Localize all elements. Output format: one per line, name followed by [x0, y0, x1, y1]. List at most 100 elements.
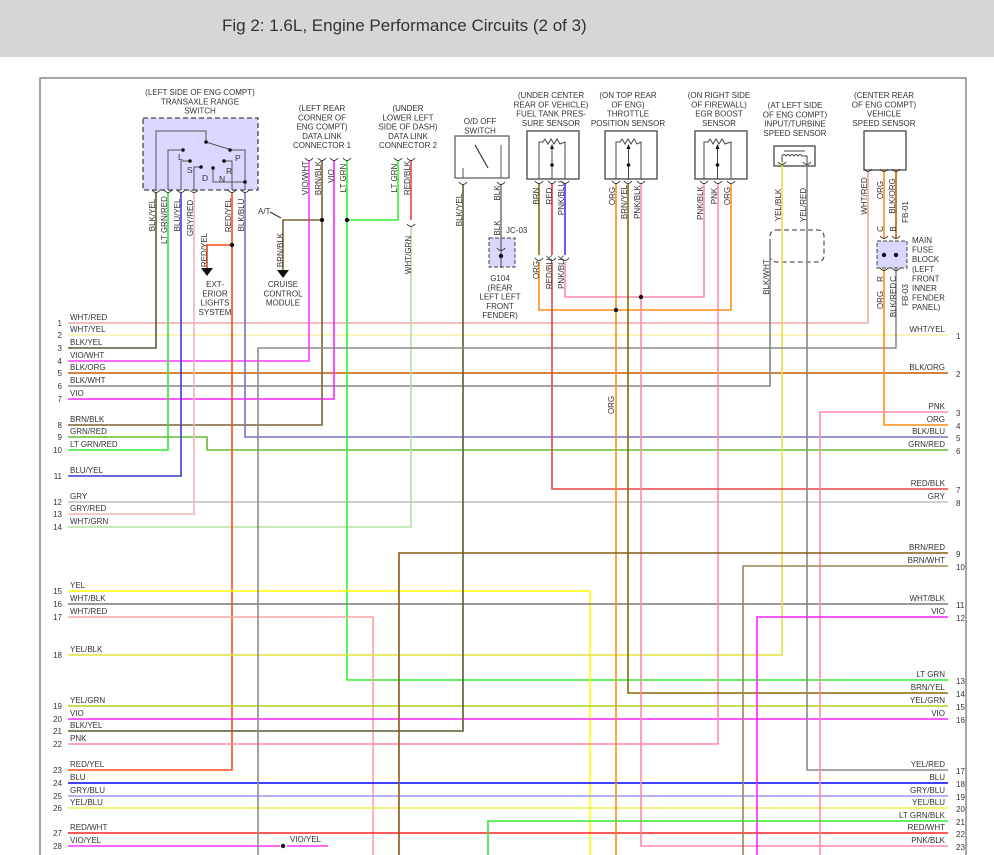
wire-label: PNK/BLU: [557, 181, 566, 215]
left-circuit-number: 3: [58, 344, 63, 353]
wire-yel-red: [806, 162, 948, 771]
right-circuit-number: 3: [956, 409, 961, 418]
right-circuit-label: ORG: [927, 415, 945, 424]
switch-terminal: [211, 166, 215, 170]
connector-pin-icon: [879, 267, 889, 271]
wire-brn-blk: [282, 219, 322, 270]
egr-boost-sensor-label: OF FIREWALL): [691, 100, 747, 109]
wire-label: FB-01: [901, 201, 910, 223]
connector-pin-icon: [547, 257, 557, 261]
data-link-connector-2-label: DATA LINK: [388, 132, 428, 141]
wire-label: ORG: [723, 187, 732, 205]
wire-label: RED/BLK: [403, 160, 412, 195]
main-fuse-block-label: FRONT: [912, 274, 940, 283]
right-circuit-number: 14: [956, 690, 965, 699]
wire-label: PNK/BLK: [633, 184, 642, 218]
right-circuit-label: BLU: [929, 773, 945, 782]
left-circuit-number: 13: [53, 510, 62, 519]
switch-contact: [193, 166, 201, 190]
connector-pin-icon: [891, 267, 901, 271]
wire-label: BLK/WHT: [762, 259, 771, 295]
main-fuse-block-label: BLOCK: [912, 255, 940, 264]
inline-label: A/T: [258, 207, 271, 216]
egr-boost-sensor-label: (ON RIGHT SIDE: [688, 91, 751, 100]
inline-label: VIO/YEL: [290, 835, 322, 844]
data-link-connector-2-label: (UNDER: [392, 104, 423, 113]
throttle-position-sensor-label: OF ENG): [611, 100, 645, 109]
left-circuit-label: GRY/RED: [70, 504, 107, 513]
fuel-tank-pressure-sensor-label: REAR OF VEHICLE): [514, 100, 589, 109]
switch-terminal: [181, 148, 185, 152]
throttle-position-sensor-label: (ON TOP REAR: [599, 91, 657, 100]
switch-position-label: S: [187, 165, 193, 175]
left-circuit-number: 6: [58, 382, 63, 391]
vehicle-speed-sensor-label: OF ENG COMPT): [852, 100, 917, 109]
arrow-up-icon: [626, 144, 631, 149]
main-fuse-block-label: (LEFT: [912, 265, 934, 274]
terminal: [550, 163, 554, 167]
input-turbine-speed-sensor-label: (AT LEFT SIDE: [768, 101, 823, 110]
splice-dot: [498, 253, 504, 259]
wire-label: BRN/BLK: [276, 232, 285, 267]
left-circuit-label: BLK/YEL: [70, 721, 103, 730]
wire-label: ORG: [608, 187, 617, 205]
right-circuit-number: 1: [956, 332, 961, 341]
left-circuit-label: BLK/WHT: [70, 376, 106, 385]
connector-pin-icon: [802, 161, 812, 165]
switch-contact: [224, 160, 233, 190]
wire-label: C: [889, 276, 898, 282]
wire-label: ORG: [607, 396, 616, 414]
exterior-lights-system-label: LIGHTS: [201, 299, 230, 308]
labels: WHT/RED 1 WHT/YEL 2 BLK/YEL 3 VIO/WHT 4 BLK/ORG 5…: [53, 88, 965, 852]
wire-blk-yel: [68, 184, 464, 732]
left-circuit-number: 22: [53, 740, 62, 749]
left-circuit-number: 28: [53, 842, 62, 851]
left-circuit-label: YEL: [70, 581, 86, 590]
wire-org: [538, 183, 732, 311]
resistor-icon: [703, 138, 732, 179]
wire-label: PNK/BLK: [696, 185, 705, 219]
wire-label: BLU/YEL: [173, 198, 182, 231]
exterior-lights-system-label: ERIOR: [202, 289, 228, 298]
cruise-control-module-label: CONTROL: [263, 289, 303, 298]
connector-pin-icon: [458, 181, 468, 185]
vehicle-speed-sensor-label: VEHICLE: [867, 110, 901, 119]
egr-boost-sensor-label: EGR BOOST: [695, 110, 743, 119]
wire-label: LT GRN: [390, 163, 399, 192]
figure-title: Fig 2: 1.6L, Engine Performance Circuits…: [222, 16, 587, 35]
data-link-connector-1-label: CORNER OF: [298, 113, 346, 122]
wire-label: GRY/RED: [186, 200, 195, 237]
left-circuit-label: VIO: [70, 709, 84, 718]
connector-pin-icon: [227, 189, 237, 193]
wire-label: PNK/BLK: [557, 254, 566, 288]
figure-header: Fig 2: 1.6L, Engine Performance Circuits…: [0, 0, 994, 57]
left-circuit-label: BRN/BLK: [70, 415, 105, 424]
wire-wht-grn: [68, 226, 412, 528]
ground-g104-label: LEFT LEFT: [479, 293, 520, 302]
wire-pnk-blk: [564, 183, 705, 298]
left-circuit-label: WHT/YEL: [70, 325, 106, 334]
switch-lever: [474, 144, 489, 169]
left-circuit-label: GRY/BLU: [70, 786, 105, 795]
wire-org: [883, 268, 948, 426]
right-circuit-number: 10: [956, 563, 965, 572]
wire-lt-grn: [347, 160, 399, 221]
exterior-lights-system-label: EXT-: [206, 280, 224, 289]
wire-brn-yel: [627, 183, 948, 694]
arrow-down-icon: [201, 268, 213, 276]
leader-line: [269, 211, 282, 219]
wire-blk-blu: [244, 192, 948, 438]
left-circuit-label: WHT/GRN: [70, 517, 108, 526]
transaxle-range-switch-label: SWITCH: [184, 107, 216, 116]
left-circuit-label: BLU: [70, 773, 86, 782]
connector-pin-icon: [713, 180, 723, 184]
left-circuit-number: 23: [53, 766, 62, 775]
switch-terminal: [222, 159, 226, 163]
left-circuit-number: 18: [53, 651, 62, 660]
right-circuit-number: 23: [956, 843, 965, 852]
wire-label: BLK/BLU: [237, 198, 246, 231]
wire-label: YEL/RED: [799, 188, 808, 222]
data-link-connector-2-label: SIDE OF DASH): [378, 123, 437, 132]
wire-lt-grn-red: [68, 192, 169, 451]
wire-lt-grn-blk: [487, 820, 948, 855]
